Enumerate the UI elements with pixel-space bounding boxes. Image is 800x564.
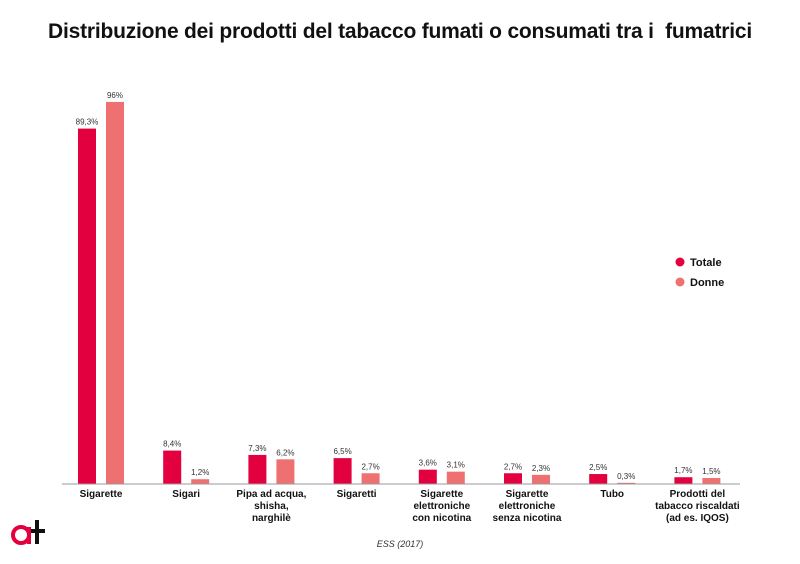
category-label-line: narghilè xyxy=(252,513,291,524)
category-label-line: Pipa ad acqua, xyxy=(236,489,306,500)
bar-donne-5 xyxy=(532,474,550,484)
value-label-totale-3: 6,5% xyxy=(333,447,351,456)
legend-label-donne: Donne xyxy=(690,277,724,289)
value-labels-group: 89,3% 96% 8,4% 1,2% 7,3% 6,2% 6,5% 2,7% 3,6% 3,1%… xyxy=(76,91,721,481)
bar-donne-4 xyxy=(446,471,465,484)
category-label-line: Tubo xyxy=(600,489,624,500)
value-label-totale-0: 89,3% xyxy=(76,118,99,127)
value-label-donne-2: 6,2% xyxy=(276,448,294,457)
category-labels-group: Sigarette Sigari Pipa ad acqua, shisha, narg… xyxy=(80,489,740,524)
value-label-donne-5: 2,3% xyxy=(532,464,550,473)
bar-donne-3 xyxy=(361,473,380,484)
chart-title: Distribuzione dei prodotti del tabacco f… xyxy=(48,20,752,43)
bar-totale-4 xyxy=(418,469,437,484)
category-label-5: Sigarette elettroniche senza nicotina xyxy=(493,489,562,524)
category-label-line: tabacco riscaldati xyxy=(655,501,740,512)
brand-logo xyxy=(11,520,45,545)
bar-totale-6 xyxy=(589,474,608,484)
bar-totale-3 xyxy=(333,458,352,484)
value-label-donne-7: 1,5% xyxy=(702,467,720,476)
value-label-totale-6: 2,5% xyxy=(589,463,607,472)
bar-donne-7 xyxy=(702,478,721,484)
value-label-totale-2: 7,3% xyxy=(248,444,266,453)
bars-group xyxy=(78,101,721,485)
bar-totale-7 xyxy=(674,477,693,484)
category-label-2: Pipa ad acqua, shisha, narghilè xyxy=(236,489,306,524)
value-label-donne-4: 3,1% xyxy=(447,461,465,470)
legend-swatch-totale xyxy=(675,257,685,267)
bar-donne-2 xyxy=(276,459,295,484)
bar-totale-5 xyxy=(504,473,522,484)
category-label-line: (ad es. IQOS) xyxy=(666,513,729,524)
value-label-totale-4: 3,6% xyxy=(419,459,437,468)
value-label-donne-6: 0,3% xyxy=(617,472,635,481)
source-note: ESS (2017) xyxy=(376,539,424,549)
category-label-line: elettroniche xyxy=(413,501,470,512)
bar-totale-0 xyxy=(78,128,96,484)
category-label-line: shisha, xyxy=(254,501,289,512)
bar-totale-2 xyxy=(248,454,267,484)
value-label-donne-0: 96% xyxy=(107,91,123,100)
category-label-6: Tubo xyxy=(600,489,624,500)
category-label-4: Sigarette elettroniche con nicotina xyxy=(412,489,471,524)
bar-totale-1 xyxy=(163,450,182,484)
category-label-line: Prodotti del xyxy=(670,489,726,500)
category-label-line: con nicotina xyxy=(412,513,471,524)
category-label-line: Sigarette xyxy=(420,489,463,500)
value-label-totale-7: 1,7% xyxy=(674,466,692,475)
value-label-donne-3: 2,7% xyxy=(361,462,379,471)
legend-swatch-donne xyxy=(675,277,685,287)
category-label-7: Prodotti del tabacco riscaldati (ad es. IQ… xyxy=(655,489,740,524)
category-label-line: Sigarette xyxy=(80,489,123,500)
value-label-totale-5: 2,7% xyxy=(504,462,522,471)
category-label-1: Sigari xyxy=(172,489,200,500)
category-label-line: elettroniche xyxy=(499,501,556,512)
category-label-line: Sigari xyxy=(172,489,200,500)
value-label-totale-1: 8,4% xyxy=(163,440,181,449)
bar-donne-6 xyxy=(617,482,636,484)
value-label-donne-1: 1,2% xyxy=(191,468,209,477)
bar-donne-1 xyxy=(191,479,210,484)
category-label-line: Sigarette xyxy=(506,489,549,500)
legend-label-totale: Totale xyxy=(690,257,722,269)
category-label-0: Sigarette xyxy=(80,489,123,500)
category-label-3: Sigaretti xyxy=(337,489,377,500)
category-label-line: Sigaretti xyxy=(337,489,377,500)
bar-donne-0 xyxy=(106,101,124,485)
category-label-line: senza nicotina xyxy=(493,513,562,524)
legend[interactable]: Totale Donne xyxy=(675,257,725,289)
